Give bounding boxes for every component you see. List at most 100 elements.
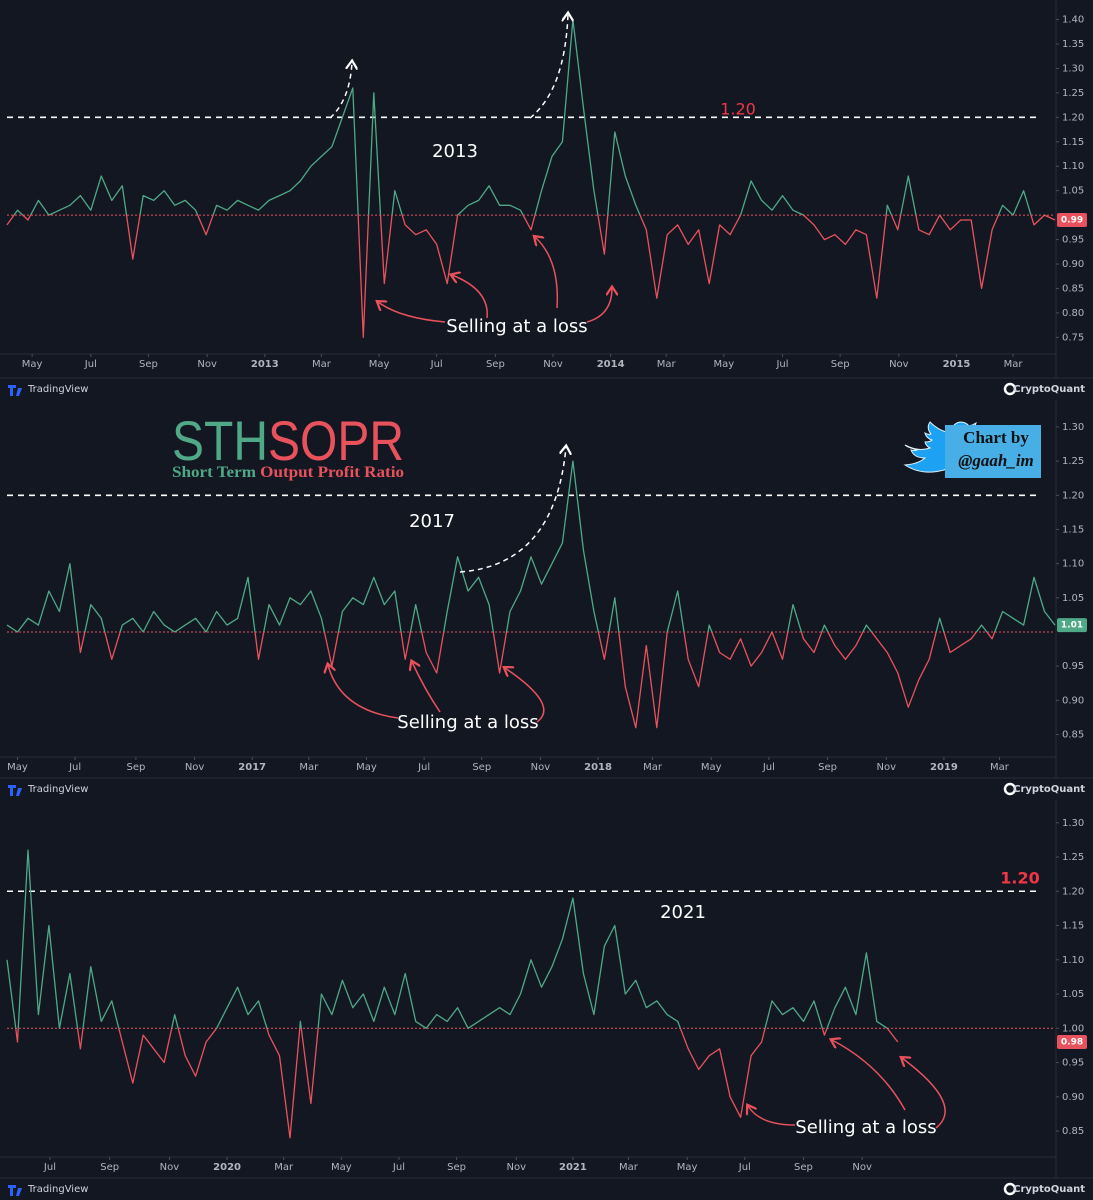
x-tick-label: Jul <box>84 359 97 370</box>
brand-right: CryptoQuant <box>1013 384 1085 395</box>
x-tick-label: 2020 <box>213 1162 241 1173</box>
brand-left: TradingView <box>27 384 88 395</box>
x-tick-label: Sep <box>486 359 505 370</box>
x-tick-label: Sep <box>100 1162 119 1173</box>
x-tick-label: May <box>369 359 390 370</box>
x-tick-label: May <box>701 762 722 773</box>
last-value-badge <box>1057 618 1087 633</box>
cryptoquant-logo <box>1003 382 1017 396</box>
reference-label: 1.20 <box>1000 869 1039 888</box>
x-tick-label: 2019 <box>930 762 958 773</box>
x-tick-label: Sep <box>447 1162 466 1173</box>
x-tick-label: Mar <box>299 762 319 773</box>
y-tick-label: 0.90 <box>1062 1092 1084 1103</box>
x-tick-label: Sep <box>831 359 850 370</box>
x-tick-label: Jul <box>762 762 775 773</box>
x-tick-label: Jul <box>430 359 443 370</box>
y-tick-label: 0.80 <box>1062 308 1084 319</box>
x-tick-label: Jul <box>68 762 81 773</box>
x-tick-label: Nov <box>531 762 551 773</box>
x-tick-label: Jul <box>43 1162 56 1173</box>
panel: 0.75 0.80 0.85 0.90 0.95 1.05 1.10 1.15 1.20 1.25… <box>0 0 1093 396</box>
credit-handle: @gaah_im <box>958 451 1034 470</box>
x-tick-label: Sep <box>794 1162 813 1173</box>
arrow <box>378 302 446 323</box>
y-tick-label: 0.75 <box>1062 332 1084 343</box>
x-tick-label: May <box>356 762 377 773</box>
y-tick-label: 1.10 <box>1062 559 1084 570</box>
cryptoquant-logo <box>1003 782 1017 796</box>
y-tick-label: 1.05 <box>1062 989 1084 1000</box>
last-value-badge <box>1057 1034 1087 1049</box>
period-label: 2017 <box>409 511 455 532</box>
x-tick-label: Mar <box>643 762 663 773</box>
x-tick-label: Mar <box>619 1162 639 1173</box>
x-tick-label: May <box>713 359 734 370</box>
brand-left: TradingView <box>27 784 88 795</box>
y-tick-label: 1.20 <box>1062 490 1084 501</box>
x-tick-label: May <box>331 1162 352 1173</box>
x-tick-label: Sep <box>818 762 837 773</box>
x-tick-label: 2014 <box>597 359 625 370</box>
y-tick-label: 0.85 <box>1062 729 1084 740</box>
title-part: STH <box>172 409 268 472</box>
tradingview-logo <box>8 785 22 796</box>
y-tick-label: 1.05 <box>1062 186 1084 197</box>
arrows <box>378 237 612 323</box>
y-tick-label: 0.95 <box>1062 1058 1084 1069</box>
x-tick-label: Mar <box>274 1162 294 1173</box>
period-label: 2021 <box>660 902 706 923</box>
x-tick-label: Nov <box>877 762 897 773</box>
chart-subtitle: Short Term Output Profit Ratio <box>172 464 404 481</box>
x-tick-label: Jul <box>417 762 430 773</box>
period-label: 2013 <box>432 141 478 162</box>
panel: 0.85 0.90 0.95 1.05 1.10 1.15 1.20 1.25 1.30 May J… <box>0 400 1093 796</box>
tradingview-logo <box>8 385 22 396</box>
sopr-line <box>6 849 899 1139</box>
title-part: SOPR <box>268 409 404 472</box>
y-tick-label: 0.95 <box>1062 661 1084 672</box>
x-tick-label: Mar <box>312 359 332 370</box>
subtitle-part: Short Term <box>172 464 257 481</box>
x-tick-label: Nov <box>197 359 217 370</box>
x-tick-label: Nov <box>507 1162 527 1173</box>
y-tick-label: 0.90 <box>1062 259 1084 270</box>
y-tick-label: 1.10 <box>1062 161 1084 172</box>
x-tick-label: 2021 <box>559 1162 587 1173</box>
last-value-label: 0.98 <box>1061 1037 1083 1047</box>
y-tick-label: 1.10 <box>1062 955 1084 966</box>
x-tick-label: 2013 <box>251 359 279 370</box>
x-tick-label: Jul <box>392 1162 405 1173</box>
cryptoquant-logo <box>1003 1182 1017 1196</box>
peak-arrows <box>329 14 568 119</box>
x-tick-label: Nov <box>889 359 909 370</box>
note: Selling at a loss <box>795 1117 936 1138</box>
y-tick-label: 1.40 <box>1062 15 1084 26</box>
x-tick-label: Sep <box>139 359 158 370</box>
brand-right: CryptoQuant <box>1013 1184 1085 1195</box>
note: Selling at a loss <box>446 316 587 337</box>
x-tick-label: 2015 <box>943 359 971 370</box>
arrow <box>832 1040 906 1111</box>
x-tick-label: Sep <box>126 762 145 773</box>
x-tick-label: May <box>22 359 43 370</box>
x-tick-label: Nov <box>185 762 205 773</box>
y-tick-label: 1.15 <box>1062 921 1084 932</box>
arrow <box>412 662 441 713</box>
arrow <box>902 1058 946 1129</box>
sopr-line <box>6 460 1056 729</box>
x-tick-label: May <box>7 762 28 773</box>
x-tick-label: 2018 <box>584 762 612 773</box>
x-tick-label: May <box>677 1162 698 1173</box>
x-tick-label: Mar <box>657 359 677 370</box>
chart-title: STHSOPR <box>172 409 404 472</box>
x-tick-label: Mar <box>990 762 1010 773</box>
peak-arrow <box>459 447 566 573</box>
x-tick-label: Mar <box>1004 359 1024 370</box>
arrow <box>505 668 545 723</box>
x-tick-label: Jul <box>775 359 788 370</box>
y-tick-label: 0.85 <box>1062 283 1084 294</box>
y-tick-label: 0.90 <box>1062 695 1084 706</box>
